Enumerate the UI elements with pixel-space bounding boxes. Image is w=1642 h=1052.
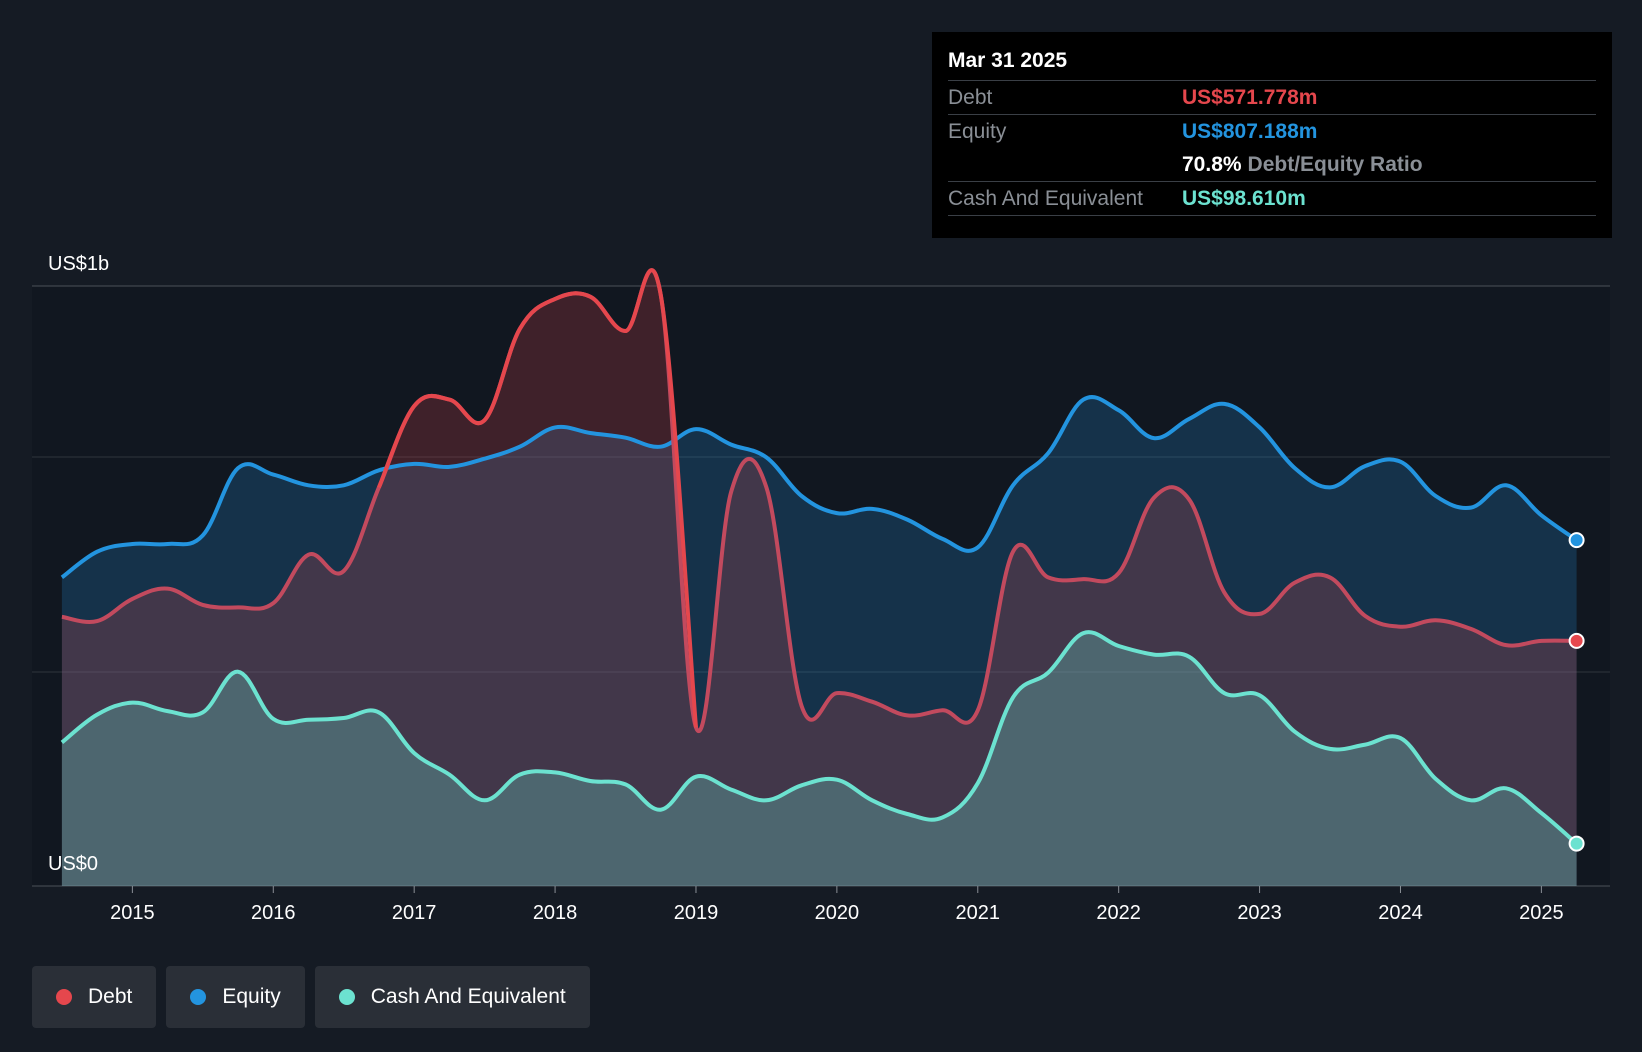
line-debt-highlight xyxy=(377,268,698,728)
y-tick-label-top: US$1b xyxy=(48,253,109,275)
end-marker-cash-and-equivalent xyxy=(1568,835,1585,852)
x-tick-label: 2023 xyxy=(1237,902,1282,924)
legend-item-equity[interactable]: Equity xyxy=(166,966,305,1028)
end-marker-debt xyxy=(1568,632,1585,649)
legend-label-debt: Debt xyxy=(88,985,133,1008)
tooltip-date: Mar 31 2025 xyxy=(948,46,1596,81)
tooltip-cash-value: US$98.610m xyxy=(1182,187,1306,210)
x-tick-label: 2018 xyxy=(533,902,578,924)
x-tick-label: 2022 xyxy=(1096,902,1141,924)
end-marker-equity xyxy=(1568,532,1585,549)
x-tick-label: 2025 xyxy=(1519,902,1564,924)
gridlines xyxy=(32,285,1610,887)
area-debt xyxy=(61,270,1577,887)
tooltip-row-cash: Cash And Equivalent US$98.610m xyxy=(948,182,1596,216)
x-tick-label: 2024 xyxy=(1378,902,1423,924)
tooltip-ratio-spacer xyxy=(948,148,1182,181)
end-markers xyxy=(1568,532,1585,852)
x-tick-label: 2017 xyxy=(392,902,437,924)
line-equity xyxy=(60,395,1578,580)
line-debt xyxy=(61,268,1577,733)
legend: Debt Equity Cash And Equivalent xyxy=(32,966,590,1028)
series-lines xyxy=(60,268,1578,846)
legend-dot-equity xyxy=(190,989,207,1005)
x-tick-label: 2019 xyxy=(674,902,719,924)
tooltip-equity-value: US$807.188m xyxy=(1182,120,1318,143)
x-tick-label: 2016 xyxy=(251,902,296,924)
line-cash-and-equivalent xyxy=(60,630,1578,846)
tooltip-debt-value: US$571.778m xyxy=(1182,86,1318,109)
tooltip-row-ratio: 70.8% Debt/Equity Ratio xyxy=(948,148,1596,182)
legend-label-cash: Cash And Equivalent xyxy=(370,985,566,1008)
tooltip-ratio-value: 70.8% xyxy=(1182,153,1242,176)
tooltip-cash-label: Cash And Equivalent xyxy=(948,187,1143,210)
x-axis: 2015 2016 2017 2018 2019 2020 2021 2022 2023 2024… xyxy=(110,886,1564,924)
plot-area-background xyxy=(32,286,1610,886)
legend-dot-debt xyxy=(56,989,72,1005)
tooltip-panel: Mar 31 2025 Debt US$571.778m Equity US$8… xyxy=(932,32,1612,238)
tooltip-equity-label: Equity xyxy=(948,120,1007,143)
legend-label-equity: Equity xyxy=(222,985,281,1008)
tooltip-row-debt: Debt US$571.778m xyxy=(948,81,1596,115)
tooltip-row-equity: Equity US$807.188m xyxy=(948,115,1596,148)
x-tick-label: 2020 xyxy=(815,902,860,924)
legend-dot-cash xyxy=(338,989,355,1005)
legend-item-cash[interactable]: Cash And Equivalent xyxy=(314,966,590,1028)
tooltip-ratio-label: Debt/Equity Ratio xyxy=(1247,153,1423,176)
area-cash-and-equivalent xyxy=(61,632,1577,886)
x-tick-label: 2021 xyxy=(956,902,1001,924)
tooltip-debt-label: Debt xyxy=(948,86,993,109)
y-tick-label-bottom: US$0 xyxy=(48,853,98,875)
legend-item-debt[interactable]: Debt xyxy=(32,966,157,1028)
x-tick-label: 2015 xyxy=(110,902,155,924)
